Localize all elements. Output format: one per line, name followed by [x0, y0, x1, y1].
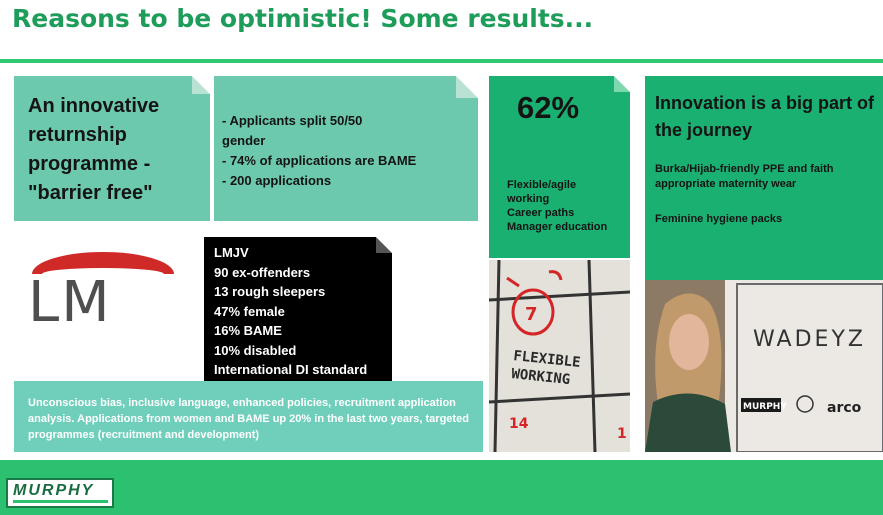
calendar-day: 14 — [509, 416, 529, 432]
sign-brand: arco — [827, 400, 862, 416]
list-item: LMJV — [214, 245, 249, 260]
applicants-list: - Applicants split 50/50 gender - 74% of… — [222, 111, 416, 191]
list-item: Flexible/agile — [507, 179, 577, 191]
flexible-list: Flexible/agile working Career paths Mana… — [507, 178, 607, 234]
calendar-day-circled: 7 — [525, 304, 538, 325]
applicants-box: - Applicants split 50/50 gender - 74% of… — [214, 76, 478, 221]
calendar-caption: FLEXIBLE — [513, 348, 582, 371]
list-item: gender — [222, 133, 266, 148]
list-item: Career paths — [507, 207, 575, 219]
percent-stat: 62% — [517, 90, 580, 125]
list-item: working — [507, 193, 550, 205]
returnship-text: An innovative returnship programme - "ba… — [28, 92, 204, 208]
returnship-line: returnship — [28, 124, 127, 146]
murphy-logo: MURPHY — [6, 478, 114, 508]
bias-box: Unconscious bias, inclusive language, en… — [14, 381, 483, 452]
list-item: 47% female — [214, 303, 285, 319]
calendar-illustration: 7 FLEXIBLE WORKING 14 1 — [489, 260, 630, 452]
sign-brand: MURPHY — [743, 402, 787, 412]
murphy-logo-text: MURPHY — [13, 482, 95, 499]
title-underline — [0, 59, 883, 63]
flexible-working-calendar-photo: 7 FLEXIBLE WORKING 14 1 — [489, 260, 630, 452]
innovation-box: Innovation is a big part of the journey … — [645, 76, 883, 280]
calendar-caption: WORKING — [511, 366, 571, 388]
footer-bar: MURPHY — [0, 460, 883, 515]
murphy-logo-underline — [13, 500, 108, 503]
flexible-working-box: 62% Flexible/agile working Career paths … — [489, 76, 630, 258]
list-item: 13 rough sleepers — [214, 284, 326, 299]
returnship-line: "barrier free" — [28, 182, 153, 204]
returnship-line: An innovative — [28, 95, 160, 117]
innovation-point: Burka/Hijab-friendly PPE and faith appro… — [655, 163, 834, 190]
list-item: - 74% of applications are BAME — [222, 153, 417, 168]
innovation-point: Feminine hygiene packs — [655, 213, 783, 225]
lmjv-box: LMJV 90 ex-offenders 13 rough sleepers 4… — [204, 237, 392, 381]
list-item: 90 ex-offenders — [214, 264, 311, 280]
returnship-box: An innovative returnship programme - "ba… — [14, 76, 210, 221]
calendar-day: 1 — [617, 426, 627, 442]
list-item: 16% BAME — [214, 323, 282, 338]
lm-logo-text: LM — [28, 270, 112, 335]
returnship-line: programme - — [28, 153, 151, 175]
bias-text: Unconscious bias, inclusive language, en… — [28, 397, 469, 441]
lm-logo-swoosh — [32, 252, 174, 274]
innovation-heading: Innovation is a big part of the journey — [655, 93, 875, 140]
list-item: International DI standard — [214, 362, 368, 377]
woman-photo-illustration: WADEYZ MURPHY arco — [645, 280, 883, 452]
slide-title: Reasons to be optimistic! Some results..… — [12, 4, 594, 33]
list-item: Manager education — [507, 221, 608, 233]
list-item: - 200 applications — [222, 173, 332, 188]
list-item: - Applicants split 50/50 — [222, 113, 363, 128]
woman-with-sign-photo: WADEYZ MURPHY arco — [645, 280, 883, 452]
lm-logo: LM — [28, 240, 178, 340]
lmjv-list: LMJV 90 ex-offenders 13 rough sleepers 4… — [214, 243, 367, 380]
sign-text: WADEYZ — [753, 327, 866, 352]
list-item: 10% disabled — [214, 342, 297, 358]
